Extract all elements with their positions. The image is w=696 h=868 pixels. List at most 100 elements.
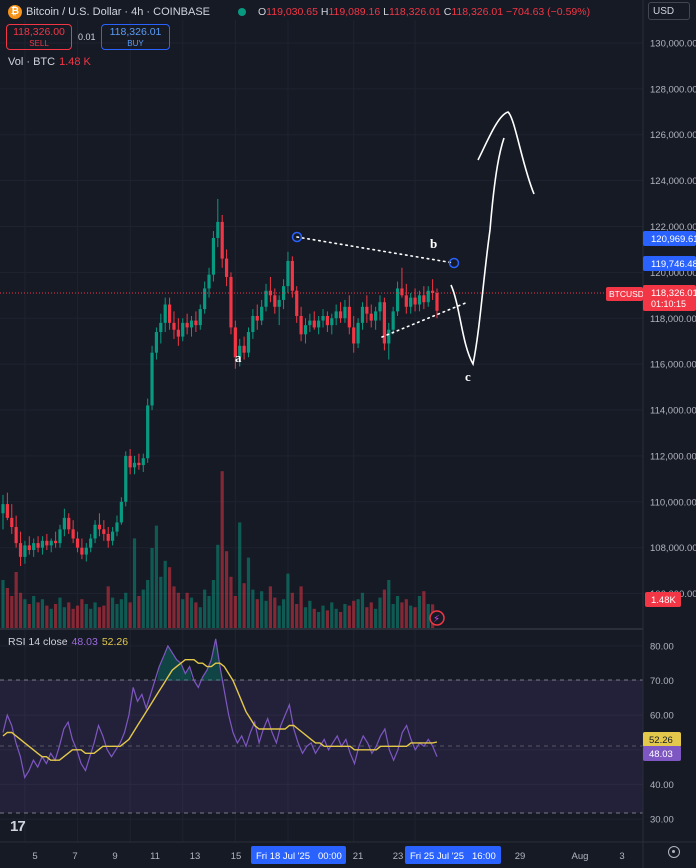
candle-body	[49, 540, 53, 546]
candle-body	[317, 320, 321, 328]
projection-arrow-drawing[interactable]	[477, 111, 535, 195]
volume-bar	[395, 596, 400, 628]
wave-label-c: c	[465, 369, 471, 384]
triangle-lower-trendline[interactable]	[381, 301, 469, 338]
volume-legend[interactable]: Vol · BTC 1.48 K	[8, 56, 91, 68]
candle-body	[67, 517, 71, 530]
volume-bar	[238, 522, 242, 628]
trendline-anchor-handle[interactable]	[291, 231, 303, 243]
candle-body	[102, 529, 106, 534]
candle-body	[71, 529, 75, 539]
rsi-label: RSI 14 close	[8, 636, 68, 648]
candle-body	[277, 299, 281, 307]
candle-body	[312, 320, 316, 328]
volume-bar	[216, 544, 220, 628]
candle-body	[172, 322, 176, 330]
price-axis[interactable]: 106,000.00108,000.00110,000.00112,000.00…	[650, 38, 696, 600]
candle-body	[58, 529, 62, 544]
sell-button[interactable]: 118,326.00 SELL	[6, 24, 72, 50]
candle-body	[286, 260, 290, 287]
triangle-upper-trendline[interactable]	[296, 236, 455, 264]
tradingview-logo[interactable]: 17	[10, 818, 26, 835]
volume-bar	[308, 600, 312, 628]
price-tick-label: 126,000.00	[650, 130, 696, 141]
candle-body	[360, 306, 365, 323]
buy-label: BUY	[127, 39, 144, 48]
price-tick-label: 122,000.00	[650, 222, 696, 233]
volume-bar	[409, 605, 413, 628]
volume-bar	[154, 525, 159, 628]
candle-body	[338, 311, 343, 319]
volume-bar	[321, 605, 325, 628]
candle-body	[1, 504, 5, 514]
volume-bar	[102, 605, 106, 628]
rsi-tick-label: 30.00	[650, 815, 674, 826]
candle-body	[194, 320, 198, 326]
volume-bar	[387, 580, 391, 628]
price-tick-label: 118,000.00	[650, 314, 696, 325]
currency-selector[interactable]: USD	[648, 2, 690, 20]
projection-path-drawing[interactable]	[450, 137, 505, 367]
chart-header: ₿ Bitcoin / U.S. Dollar · 4h · COINBASE …	[0, 0, 640, 24]
volume-bar	[391, 604, 395, 628]
price-tick-label: 130,000.00	[650, 38, 696, 49]
rsi-legend[interactable]: RSI 14 close 48.03 52.26	[8, 636, 128, 648]
time-tick-label: 13	[190, 851, 201, 862]
candle-body	[251, 315, 255, 333]
volume-bar	[71, 608, 75, 628]
volume-bar	[338, 612, 343, 628]
candle-body	[264, 290, 268, 307]
volume-bar	[115, 604, 119, 628]
volume-bar	[312, 608, 316, 628]
rsi-ma-value: 52.26	[101, 636, 129, 648]
symbol-tag-text: BTCUSD	[609, 289, 644, 299]
volume-tag	[645, 592, 681, 607]
candle-body	[413, 297, 417, 305]
time-axis[interactable]: 5 7 9 11 13 15 21 23 29 Aug 3	[32, 851, 624, 862]
rsi-ma-tag	[643, 732, 681, 747]
price-tick-label: 116,000.00	[650, 360, 696, 371]
volume-bar	[93, 602, 97, 628]
ohlc-close: 118,326.01	[451, 6, 504, 18]
price-tick-label: 128,000.00	[650, 84, 696, 95]
trendline-anchor-handle[interactable]	[448, 257, 460, 269]
wave-label-b: b	[430, 236, 437, 251]
candle-body	[255, 315, 259, 321]
symbol-title[interactable]: Bitcoin / U.S. Dollar · 4h · COINBASE	[26, 6, 210, 18]
volume-bar	[343, 604, 347, 628]
buy-button[interactable]: 118,326.01 BUY	[101, 24, 170, 50]
candle-body	[119, 501, 123, 523]
time-tick-label: 3	[619, 851, 624, 862]
volume-bar	[110, 597, 115, 628]
gear-icon[interactable]	[668, 846, 680, 858]
candle-body	[115, 522, 119, 532]
candle-body	[40, 540, 45, 548]
volume-bar	[317, 612, 321, 628]
event-badge[interactable]	[429, 610, 445, 626]
volume-bar	[172, 586, 176, 628]
candle-body	[124, 455, 128, 502]
volume-bar	[128, 602, 132, 628]
volume-bar	[80, 599, 84, 628]
candle-body	[352, 327, 356, 344]
volume-bar	[374, 608, 378, 628]
time-tick-label: 9	[112, 851, 117, 862]
candle-body	[27, 545, 31, 550]
candle-body	[404, 295, 408, 307]
candle-body	[417, 295, 422, 305]
time-tick-label: 5	[32, 851, 37, 862]
volume-bar	[352, 600, 356, 628]
volume-bar	[45, 605, 49, 628]
volume-bar	[369, 602, 373, 628]
rsi-tag-text: 48.03	[649, 749, 673, 760]
volume-bar	[163, 560, 167, 628]
spread-value: 0.01	[78, 32, 96, 42]
volume-bar	[137, 596, 141, 628]
rsi-ma-line	[2, 659, 438, 761]
candle-body	[400, 288, 404, 296]
volume-bar	[18, 592, 23, 628]
volume-bar	[413, 607, 417, 628]
candle-body	[203, 288, 207, 310]
